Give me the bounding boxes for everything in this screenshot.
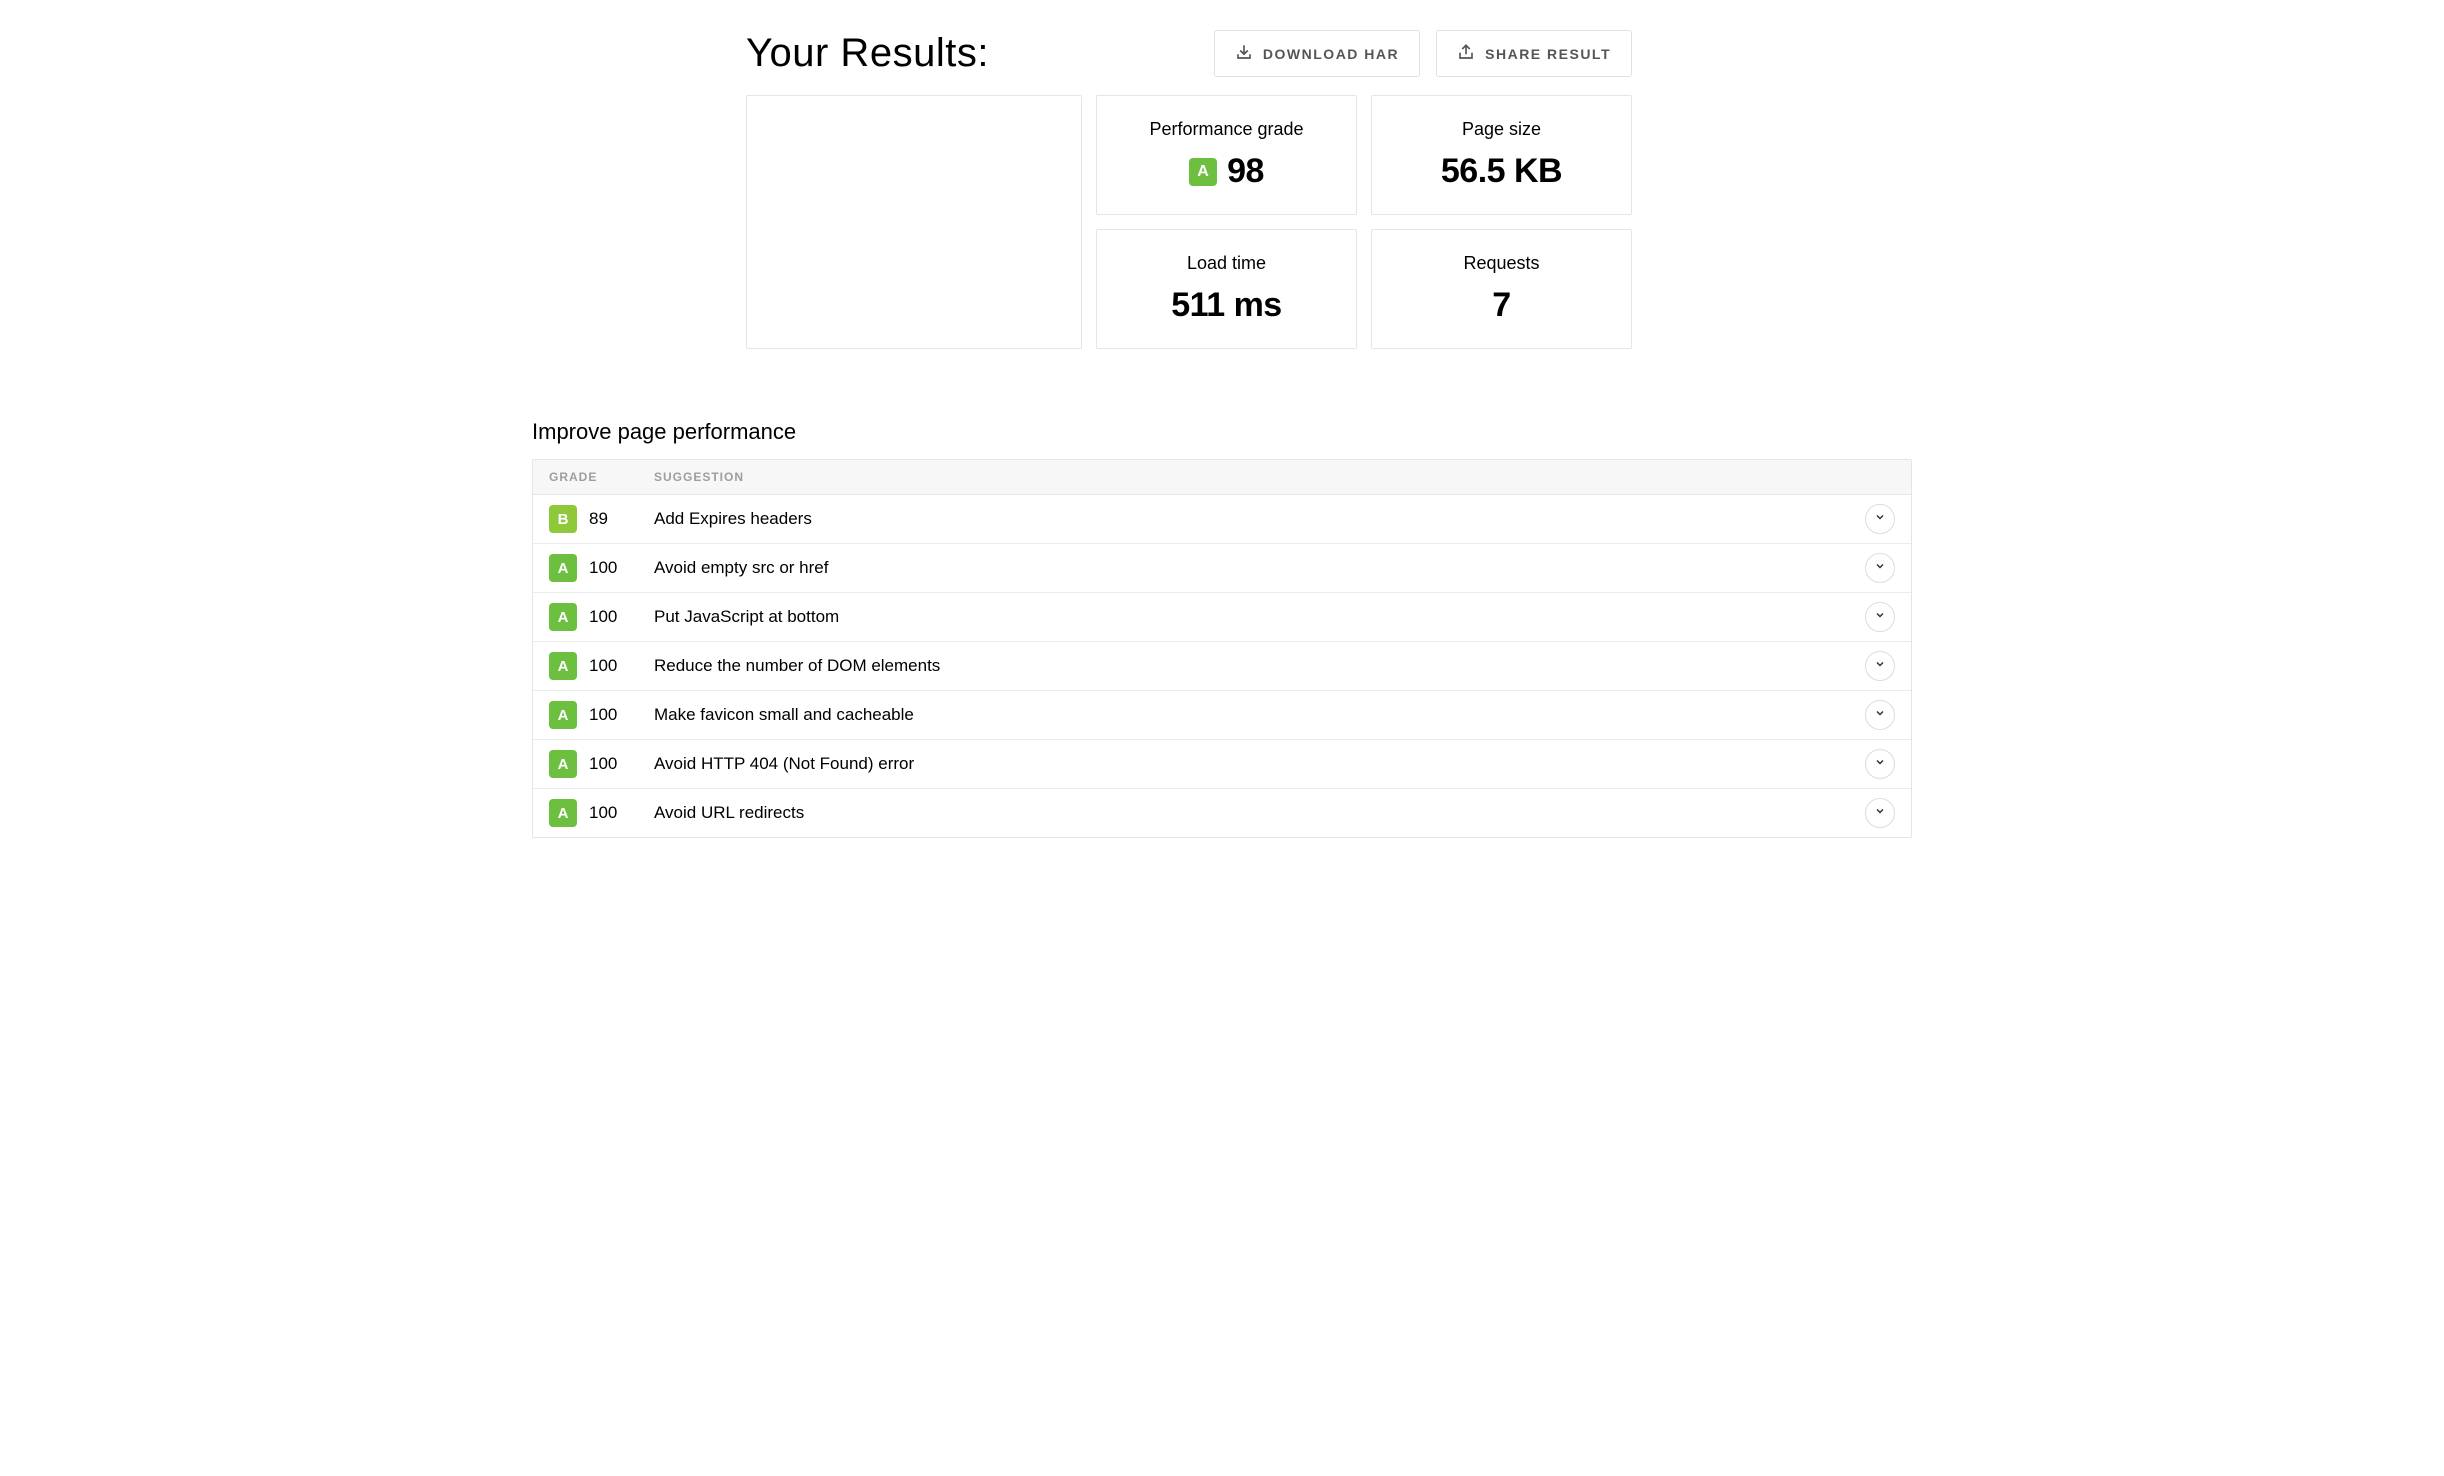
suggestions-title: Improve page performance [532,419,1912,445]
suggestion-row[interactable]: A 100 Avoid empty src or href [533,544,1911,593]
suggestion-text: Add Expires headers [654,509,1855,529]
suggestion-expand-cell [1855,651,1895,681]
metrics-section: Performance grade A 98 Page size 56.5 KB… [746,95,1632,349]
suggestion-grade-cell: A 100 [549,603,654,631]
suggestion-row[interactable]: A 100 Reduce the number of DOM elements [533,642,1911,691]
metric-value-row: A 98 [1189,152,1264,191]
grade-badge: A [549,701,577,729]
download-har-label: DOWNLOAD HAR [1263,46,1399,62]
share-icon [1457,43,1475,64]
grade-badge: A [549,554,577,582]
metric-label: Requests [1463,253,1539,274]
suggestion-grade-cell: A 100 [549,701,654,729]
chevron-down-icon [1874,510,1886,528]
page-preview-thumbnail [746,95,1082,349]
suggestion-text: Reduce the number of DOM elements [654,656,1855,676]
metric-value: 56.5 KB [1441,152,1562,191]
suggestions-header-row: GRADE SUGGESTION [533,460,1911,495]
grade-badge: A [1189,158,1217,186]
suggestion-grade-cell: A 100 [549,750,654,778]
page-title: Your Results: [746,31,989,76]
share-result-button[interactable]: SHARE RESULT [1436,30,1632,77]
expand-button[interactable] [1865,553,1895,583]
chevron-down-icon [1874,559,1886,577]
suggestion-score: 100 [589,705,617,725]
suggestions-rows: B 89 Add Expires headers A 100 Avoid empty sr… [533,495,1911,837]
grade-badge: A [549,750,577,778]
suggestion-row[interactable]: B 89 Add Expires headers [533,495,1911,544]
suggestion-text: Make favicon small and cacheable [654,705,1855,725]
suggestion-score: 100 [589,607,617,627]
suggestion-expand-cell [1855,798,1895,828]
grade-badge: A [549,799,577,827]
header-buttons: DOWNLOAD HAR SHARE RESULT [1214,30,1632,77]
metric-value: 7 [1492,286,1510,325]
download-icon [1235,43,1253,64]
chevron-down-icon [1874,608,1886,626]
suggestion-grade-cell: B 89 [549,505,654,533]
expand-button[interactable] [1865,749,1895,779]
metric-label: Load time [1187,253,1266,274]
suggestion-score: 100 [589,558,617,578]
suggestion-row[interactable]: A 100 Put JavaScript at bottom [533,593,1911,642]
expand-button[interactable] [1865,798,1895,828]
metric-value: 511 ms [1171,286,1281,325]
chevron-down-icon [1874,706,1886,724]
suggestion-expand-cell [1855,700,1895,730]
suggestion-text: Put JavaScript at bottom [654,607,1855,627]
suggestion-expand-cell [1855,749,1895,779]
suggestion-score: 100 [589,803,617,823]
suggestion-score: 100 [589,656,617,676]
expand-button[interactable] [1865,602,1895,632]
metric-label: Page size [1462,119,1541,140]
results-header: Your Results: DOWNLOAD HAR SHARE RESULT [746,30,1632,95]
metric-label: Performance grade [1149,119,1303,140]
suggestion-score: 100 [589,754,617,774]
expand-button[interactable] [1865,504,1895,534]
chevron-down-icon [1874,804,1886,822]
suggestion-row[interactable]: A 100 Avoid URL redirects [533,789,1911,837]
suggestion-grade-cell: A 100 [549,799,654,827]
column-header-grade: GRADE [549,470,654,484]
metric-requests: Requests 7 [1371,229,1632,349]
suggestion-text: Avoid HTTP 404 (Not Found) error [654,754,1855,774]
chevron-down-icon [1874,755,1886,773]
metric-load-time: Load time 511 ms [1096,229,1357,349]
suggestion-score: 89 [589,509,608,529]
expand-button[interactable] [1865,700,1895,730]
grade-badge: A [549,603,577,631]
grade-badge: B [549,505,577,533]
expand-button[interactable] [1865,651,1895,681]
metric-performance-grade: Performance grade A 98 [1096,95,1357,215]
download-har-button[interactable]: DOWNLOAD HAR [1214,30,1420,77]
metric-page-size: Page size 56.5 KB [1371,95,1632,215]
suggestion-text: Avoid empty src or href [654,558,1855,578]
share-result-label: SHARE RESULT [1485,46,1611,62]
suggestion-expand-cell [1855,602,1895,632]
suggestion-expand-cell [1855,504,1895,534]
grade-badge: A [549,652,577,680]
suggestions-table: GRADE SUGGESTION B 89 Add Expires headers A… [532,459,1912,838]
suggestion-grade-cell: A 100 [549,652,654,680]
suggestion-row[interactable]: A 100 Make favicon small and cacheable [533,691,1911,740]
suggestion-text: Avoid URL redirects [654,803,1855,823]
metric-value: 98 [1227,152,1264,191]
suggestion-grade-cell: A 100 [549,554,654,582]
column-header-suggestion: SUGGESTION [654,470,1895,484]
metrics-grid: Performance grade A 98 Page size 56.5 KB… [1096,95,1632,349]
suggestion-row[interactable]: A 100 Avoid HTTP 404 (Not Found) error [533,740,1911,789]
suggestion-expand-cell [1855,553,1895,583]
chevron-down-icon [1874,657,1886,675]
